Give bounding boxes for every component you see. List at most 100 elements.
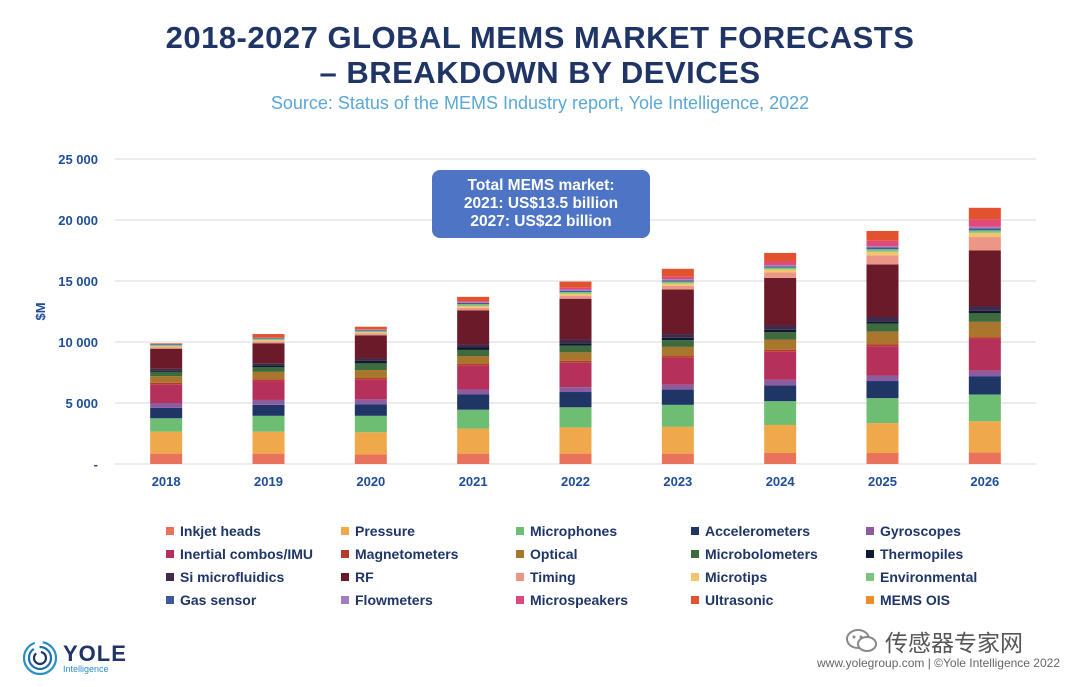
bar-segment	[150, 343, 183, 344]
bar-segment	[354, 335, 387, 359]
bar-segment	[764, 277, 797, 326]
bar-segment	[764, 267, 797, 270]
y-tick-label: 10 000	[58, 335, 98, 350]
legend-label: Thermopiles	[880, 546, 964, 562]
bar-segment	[661, 384, 694, 390]
legend-label: RF	[355, 569, 374, 585]
legend-swatch	[166, 573, 174, 581]
legend-swatch	[866, 550, 874, 558]
bar-segment	[150, 371, 183, 377]
bar-segment	[764, 351, 797, 380]
bar-segment	[661, 453, 694, 464]
bar-segment	[457, 296, 490, 302]
legend-item: Microphones	[516, 522, 691, 540]
bar-segment	[457, 310, 490, 345]
legend-label: Pressure	[355, 523, 415, 539]
bar-segment	[968, 207, 1001, 220]
bar-segment	[252, 365, 285, 368]
bar-segment	[252, 340, 285, 342]
legend-item: Pressure	[341, 522, 516, 540]
bar-segment	[559, 360, 592, 363]
legend-item: Microbolometers	[691, 545, 866, 563]
bar-segment	[559, 387, 592, 393]
bar-segment	[764, 339, 797, 350]
legend-label: Optical	[530, 546, 578, 562]
bar-segment	[866, 346, 899, 376]
bar-segment	[866, 264, 899, 317]
bar-segment	[252, 415, 285, 432]
bar-segment	[252, 363, 285, 366]
bar-segment	[354, 379, 387, 400]
bar-segment	[150, 384, 183, 403]
bar-segment	[252, 381, 285, 400]
chart-subtitle: Source: Status of the MEMS Industry repo…	[270, 93, 810, 113]
bar-segment	[150, 347, 183, 349]
legend-swatch	[166, 596, 174, 604]
bar-segment	[252, 367, 285, 372]
bar-segment	[968, 250, 1001, 307]
legend-label: Microbolometers	[705, 546, 818, 562]
chart-title-line-2: – BREAKDOWN BY DEVICES	[319, 55, 761, 90]
legend-swatch	[691, 573, 699, 581]
legend-item: MEMS OIS	[866, 591, 1041, 609]
legend-swatch	[866, 527, 874, 535]
legend-label: Inertial combos/IMU	[180, 546, 314, 562]
bar-segment	[866, 230, 899, 241]
legend-swatch	[516, 527, 524, 535]
bar-segment	[764, 325, 797, 330]
bar-segment	[150, 407, 183, 419]
footer-copyright: www.yolegroup.com | ©Yole Intelligence 2…	[817, 656, 1060, 670]
legend-item: Flowmeters	[341, 591, 516, 609]
bar-segment	[559, 427, 592, 454]
legend-item: Si microfluidics	[166, 568, 341, 586]
bar-segment	[866, 249, 899, 252]
bar-segment	[764, 379, 797, 386]
bar-segment	[866, 398, 899, 424]
bar-segment	[354, 331, 387, 333]
chart-title-line-1: 2018-2027 GLOBAL MEMS MARKET FORECASTS	[165, 20, 915, 55]
bar-segment	[252, 431, 285, 454]
bar-segment	[252, 404, 285, 416]
bar-segment	[150, 370, 183, 372]
bar-segment	[764, 269, 797, 273]
bar-segment	[559, 362, 592, 388]
x-tick-label: 2018	[152, 474, 181, 489]
bar-segment	[457, 344, 490, 348]
legend-item: Timing	[516, 568, 691, 586]
y-axis-label: $M	[33, 302, 48, 320]
bar-segment	[457, 349, 490, 357]
legend-item: Magnetometers	[341, 545, 516, 563]
legend-swatch	[166, 527, 174, 535]
bar-segment	[150, 431, 183, 454]
bar-segment	[661, 268, 694, 277]
bar-segment	[661, 289, 694, 335]
legend-swatch	[691, 550, 699, 558]
legend-item: RF	[341, 568, 516, 586]
bar-segment	[150, 368, 183, 371]
bar-segment	[968, 232, 1001, 238]
x-tick-label: 2025	[868, 474, 897, 489]
bar-segment	[764, 332, 797, 340]
bar-segment	[252, 343, 285, 364]
bar-segment	[764, 329, 797, 333]
bar-segment	[968, 370, 1001, 377]
bar-segment	[457, 307, 490, 311]
wechat-text: 传感器专家网	[885, 630, 1023, 656]
total-market-callout: Total MEMS market: 2021: US$13.5 billion…	[432, 170, 650, 238]
legend-label: Magnetometers	[355, 546, 459, 562]
bar-segment	[968, 310, 1001, 314]
bar-segment	[457, 394, 490, 410]
legend-item: Thermopiles	[866, 545, 1041, 563]
legend-swatch	[691, 596, 699, 604]
legend-label: Ultrasonic	[705, 592, 774, 608]
legend-label: Flowmeters	[355, 592, 433, 608]
bar-segment	[150, 403, 183, 408]
bar-segment	[559, 295, 592, 299]
bar-segment	[150, 348, 183, 369]
bar-segment	[866, 331, 899, 345]
bar-segment	[661, 276, 694, 280]
bar-segment	[457, 428, 490, 454]
bar-segment	[252, 453, 285, 464]
bar-segment	[866, 321, 899, 324]
bar-segment	[354, 377, 387, 380]
